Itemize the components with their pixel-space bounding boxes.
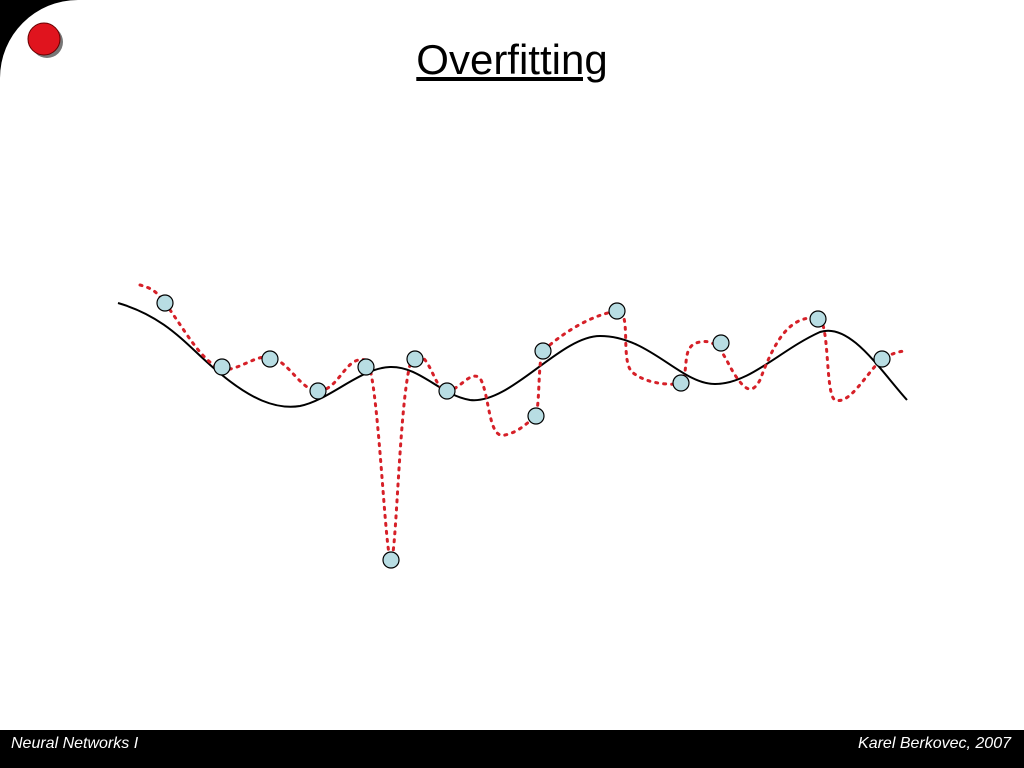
slide-title: Overfitting (416, 36, 608, 83)
footer-left: Neural Networks I (11, 735, 139, 752)
data-point (672, 374, 690, 392)
data-point (534, 342, 552, 360)
data-point (261, 350, 279, 368)
data-point (309, 382, 327, 400)
data-point (382, 551, 400, 569)
data-point (357, 358, 375, 376)
footer-bar: Neural Networks I Karel Berkovec, 2007 (0, 730, 1024, 768)
true-function (117, 302, 908, 408)
data-points (156, 294, 891, 569)
overfit-curve (138, 283, 907, 562)
data-point (156, 294, 174, 312)
data-point (873, 350, 891, 368)
corner-decoration (0, 0, 78, 78)
diagram (0, 0, 908, 569)
data-point (608, 302, 626, 320)
data-point (712, 334, 730, 352)
bullet (27, 22, 61, 56)
data-point (809, 310, 827, 328)
data-point (213, 358, 231, 376)
data-point (527, 407, 545, 425)
footer-right: Karel Berkovec, 2007 (858, 735, 1011, 752)
data-point (406, 350, 424, 368)
data-point (438, 382, 456, 400)
